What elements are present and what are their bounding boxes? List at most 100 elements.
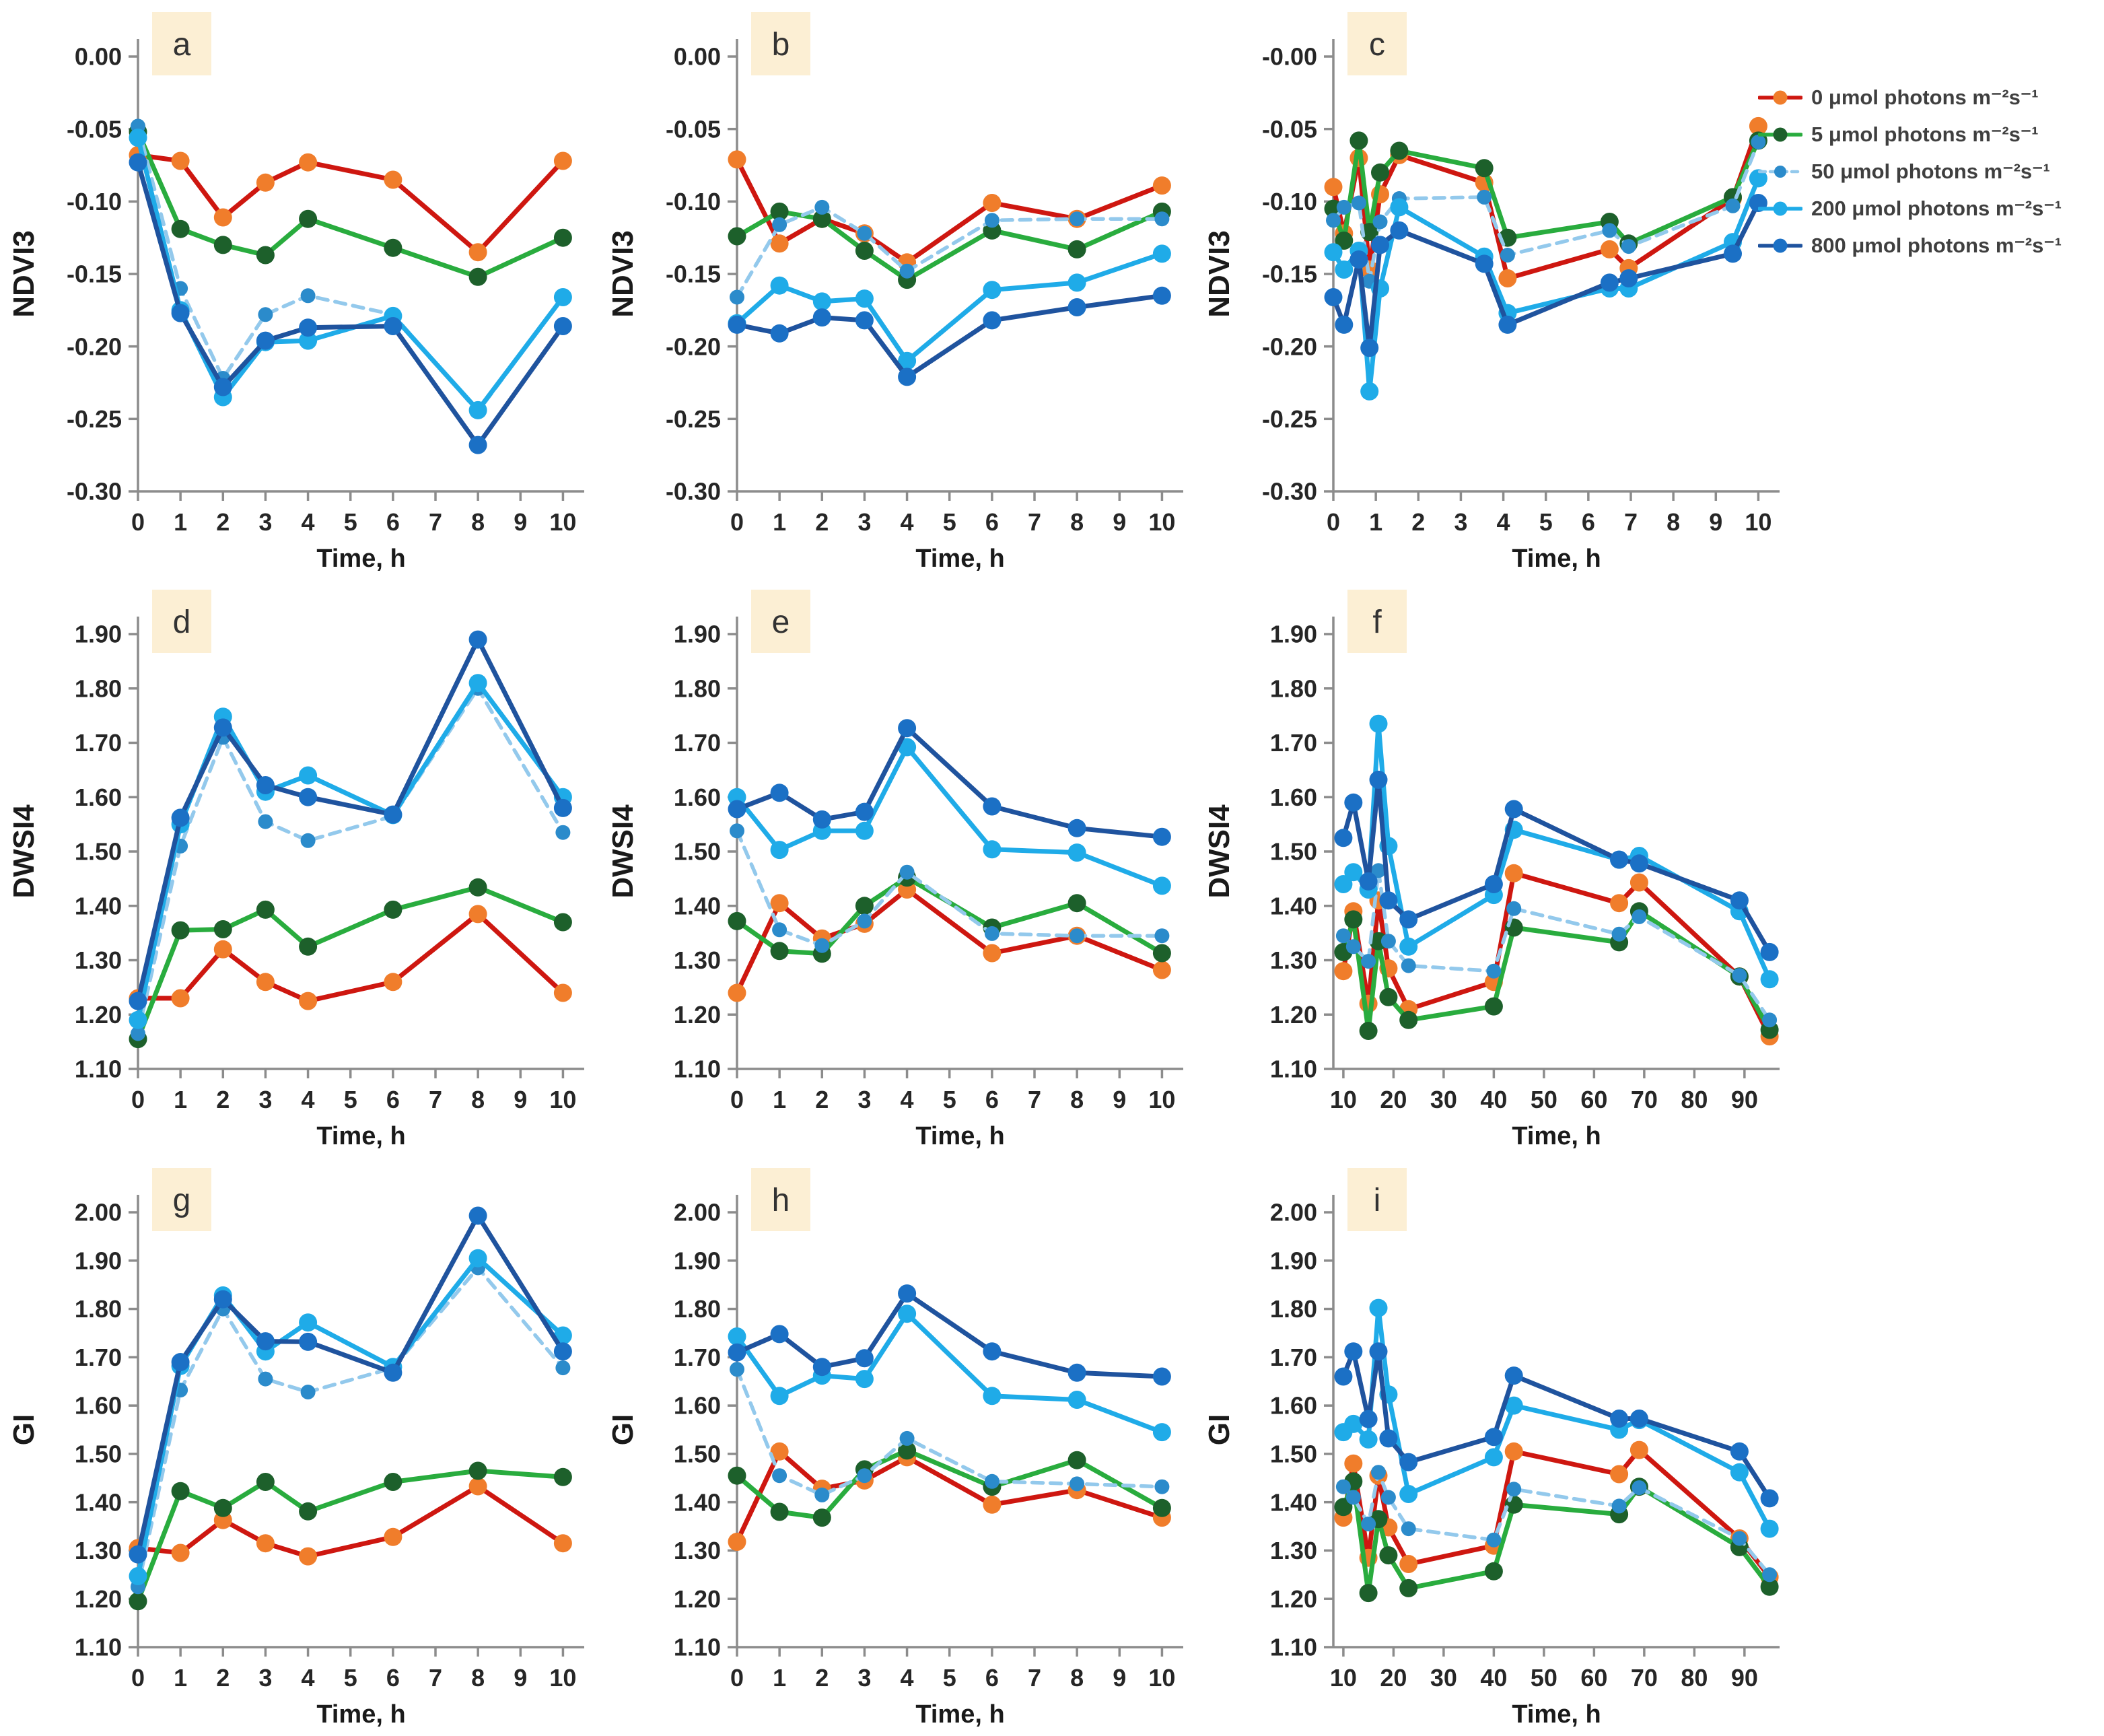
data-point (1401, 1521, 1416, 1537)
series-800-umol (129, 153, 572, 454)
x-axis-title: Time, h (316, 545, 405, 573)
chart-svg-c: -0.00 -0.05 -0.10 -0.15 -0.20 -0.25 -0.30 0 1 2 3 4… (1203, 12, 1780, 573)
data-point (1380, 1490, 1396, 1505)
legend-label: 200 μmol photons m⁻²s⁻¹ (1811, 196, 2062, 220)
y-axis-title: NDVI3 (1203, 230, 1236, 318)
data-point (1484, 1562, 1503, 1581)
data-point (812, 308, 831, 327)
data-point (1369, 770, 1388, 789)
data-point (468, 1461, 487, 1480)
series-800-umol (728, 1284, 1171, 1386)
x-tick-label: 3 (258, 1664, 272, 1692)
chart-svg-i: 2.00 1.90 1.80 1.70 1.60 1.50 1.40 1.30 1.20 1.10… (1203, 1168, 1780, 1729)
y-tick-label: -0.10 (1262, 188, 1317, 215)
data-point (1360, 223, 1379, 242)
series-line (734, 293, 1164, 380)
x-tick-label: 80 (1681, 1086, 1708, 1113)
data-point (812, 292, 831, 311)
series-50-umol (131, 681, 571, 1041)
series-line (135, 681, 565, 1022)
series-line (734, 209, 1164, 283)
data-point (728, 1533, 746, 1551)
x-tick-label: 0 (131, 508, 145, 536)
data-point (1484, 1448, 1503, 1467)
series-800-umol (129, 1206, 572, 1564)
data-point (898, 368, 917, 386)
x-tick-label: 9 (514, 508, 527, 536)
series-line (1331, 138, 1761, 246)
x-axis-title: Time, h (1512, 1122, 1601, 1150)
series-200-umol (728, 1305, 1171, 1442)
x-tick-label: 6 (985, 1664, 999, 1692)
y-tick-label: -0.15 (1262, 261, 1317, 288)
data-point (1379, 1546, 1398, 1565)
data-point (770, 1502, 789, 1521)
data-point (299, 209, 318, 228)
data-point (213, 940, 232, 959)
series-line (1341, 868, 1772, 1022)
data-point (129, 1567, 147, 1585)
data-point (1619, 269, 1638, 287)
data-point (1359, 872, 1378, 891)
data-point (171, 1482, 190, 1500)
series-line (734, 157, 1164, 265)
x-tick-label: 4 (901, 1086, 914, 1113)
series-200-umol (129, 674, 572, 1029)
y-tick-label: -0.20 (1262, 333, 1317, 360)
y-tick-label: 1.20 (1270, 1001, 1317, 1029)
x-tick-label: 0 (131, 1086, 145, 1113)
data-point (1484, 997, 1503, 1016)
legend: 0 μmol photons m⁻²s⁻¹ 5 μmol photons m⁻²… (1758, 85, 2062, 257)
series-line (135, 129, 565, 279)
data-point (171, 1543, 190, 1562)
data-point (468, 674, 487, 693)
data-point (855, 1349, 874, 1368)
panel-letter: g (173, 1183, 191, 1218)
x-tick-label: 80 (1681, 1664, 1708, 1692)
y-tick-label: -0.25 (67, 405, 122, 433)
data-point (256, 1332, 275, 1351)
x-tick-label: 4 (302, 508, 315, 536)
data-point (299, 1547, 318, 1566)
data-point (1067, 1451, 1086, 1469)
series-line (136, 1265, 565, 1589)
y-tick-label: 1.30 (674, 1537, 721, 1564)
series-200-umol (1334, 1298, 1779, 1538)
data-point (812, 1358, 831, 1377)
y-tick-label: -0.05 (67, 115, 122, 143)
y-tick-label: 1.40 (75, 1488, 122, 1516)
data-point (1611, 926, 1627, 942)
series-line (735, 205, 1164, 300)
chart-panel-c: -0.00 -0.05 -0.10 -0.15 -0.20 -0.25 -0.30 0 1 2 3 4… (1201, 3, 1807, 580)
panel-letter-badge (1347, 1168, 1407, 1231)
data-point (1152, 876, 1171, 895)
data-point (983, 311, 1002, 330)
x-tick-label: 9 (514, 1664, 527, 1692)
data-point (299, 318, 318, 337)
data-point (984, 213, 1000, 228)
data-point (1399, 1555, 1418, 1573)
series-800-umol (1324, 194, 1767, 357)
x-axis-title: Time, h (915, 1700, 1004, 1729)
data-point (898, 1284, 917, 1303)
data-point (171, 1353, 190, 1371)
series-50-umol (730, 1362, 1170, 1502)
series-800-umol (129, 630, 572, 1010)
data-point (553, 151, 572, 170)
x-tick-label: 9 (1113, 1664, 1126, 1692)
x-tick-label: 7 (1028, 1664, 1041, 1692)
data-point (1724, 244, 1742, 263)
panel-letter-badge (751, 12, 810, 75)
x-tick-label: 9 (514, 1086, 527, 1113)
y-tick-label: 1.60 (75, 784, 122, 811)
x-tick-label: 5 (943, 1086, 956, 1113)
x-tick-label: 30 (1430, 1086, 1457, 1113)
data-point (770, 1387, 789, 1405)
series-line (1331, 201, 1761, 351)
data-point (772, 922, 787, 938)
panel-letter: d (173, 604, 191, 640)
data-point (213, 718, 232, 737)
legend-line-marker-icon (1758, 238, 1802, 252)
y-tick-label: -0.25 (1262, 405, 1317, 433)
data-point (1067, 298, 1086, 316)
